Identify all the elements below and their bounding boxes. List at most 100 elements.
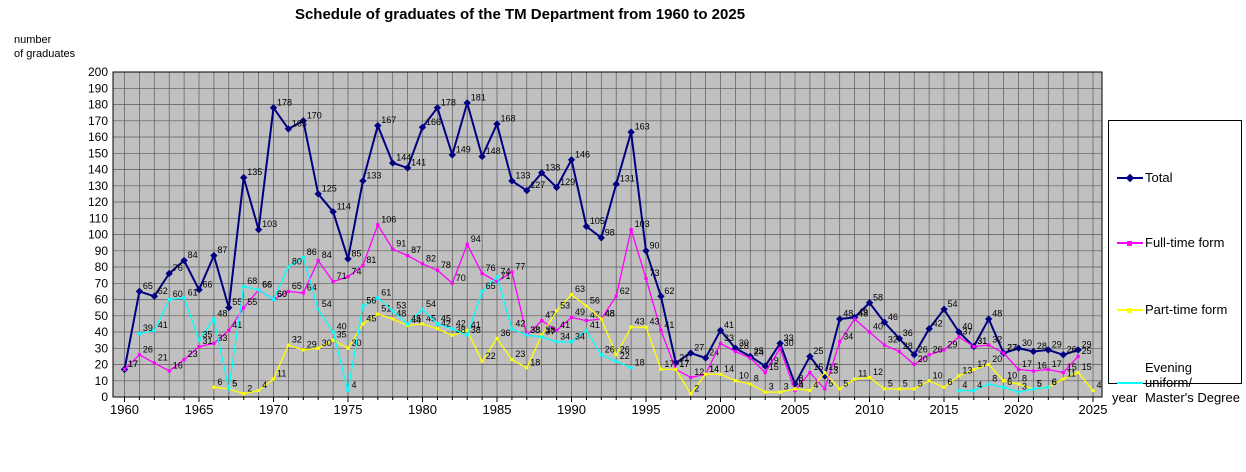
svg-text:181: 181 [471, 92, 486, 102]
svg-text:48: 48 [605, 309, 615, 319]
svg-text:5: 5 [918, 378, 923, 388]
svg-text:33: 33 [784, 333, 794, 343]
svg-text:76: 76 [486, 263, 496, 273]
svg-text:14: 14 [709, 364, 719, 374]
svg-text:20: 20 [992, 354, 1002, 364]
svg-text:29: 29 [948, 339, 958, 349]
svg-text:27: 27 [1007, 343, 1017, 353]
svg-text:62: 62 [620, 286, 630, 296]
svg-text:73: 73 [650, 268, 660, 278]
svg-text:45: 45 [366, 313, 376, 323]
svg-text:48: 48 [992, 309, 1002, 319]
svg-text:131: 131 [620, 174, 635, 184]
x-axis-title: year [1112, 390, 1138, 405]
svg-text:78: 78 [441, 260, 451, 270]
svg-text:1980: 1980 [408, 402, 437, 417]
svg-text:80: 80 [95, 260, 109, 274]
svg-text:200: 200 [88, 65, 108, 79]
svg-text:2020: 2020 [1004, 402, 1033, 417]
svg-text:87: 87 [217, 245, 227, 255]
y-axis-title: number of graduates [14, 34, 76, 60]
svg-text:33: 33 [217, 333, 227, 343]
svg-text:28: 28 [739, 341, 749, 351]
svg-text:48: 48 [396, 309, 406, 319]
svg-text:149: 149 [456, 144, 471, 154]
svg-text:1995: 1995 [632, 402, 661, 417]
svg-text:36: 36 [501, 328, 511, 338]
svg-text:133: 133 [515, 170, 530, 180]
svg-text:2000: 2000 [706, 402, 735, 417]
svg-text:41: 41 [590, 320, 600, 330]
svg-text:60: 60 [277, 289, 287, 299]
svg-text:38: 38 [530, 325, 540, 335]
svg-text:55: 55 [232, 297, 242, 307]
svg-text:2010: 2010 [855, 402, 884, 417]
svg-text:94: 94 [471, 234, 481, 244]
svg-text:146: 146 [575, 149, 590, 159]
svg-text:31: 31 [203, 336, 213, 346]
svg-text:70: 70 [456, 273, 466, 283]
svg-text:100: 100 [88, 228, 108, 242]
svg-text:6: 6 [1052, 377, 1057, 387]
svg-text:56: 56 [590, 296, 600, 306]
svg-text:2015: 2015 [930, 402, 959, 417]
svg-text:26: 26 [620, 344, 630, 354]
svg-text:27: 27 [694, 343, 704, 353]
svg-text:12: 12 [873, 367, 883, 377]
svg-text:21: 21 [158, 352, 168, 362]
svg-text:45: 45 [411, 313, 421, 323]
svg-text:21: 21 [679, 352, 689, 362]
svg-text:71: 71 [501, 271, 511, 281]
svg-text:165: 165 [292, 118, 307, 128]
svg-text:19: 19 [769, 356, 779, 366]
legend-item-part-time: Part-time form [1117, 302, 1227, 318]
svg-text:135: 135 [247, 167, 262, 177]
svg-text:5: 5 [843, 378, 848, 388]
legend-label-total: Total [1145, 170, 1173, 185]
svg-text:4: 4 [962, 380, 967, 390]
svg-text:28: 28 [903, 341, 913, 351]
svg-text:48: 48 [843, 309, 853, 319]
svg-text:17: 17 [1052, 359, 1062, 369]
svg-text:1970: 1970 [259, 402, 288, 417]
svg-text:41: 41 [724, 320, 734, 330]
svg-text:5: 5 [799, 378, 804, 388]
svg-text:170: 170 [88, 114, 108, 128]
svg-text:160: 160 [88, 130, 108, 144]
svg-text:26: 26 [143, 344, 153, 354]
svg-text:48: 48 [605, 309, 615, 319]
svg-text:178: 178 [441, 97, 456, 107]
svg-text:29: 29 [1082, 339, 1092, 349]
svg-text:127: 127 [530, 180, 545, 190]
svg-text:65: 65 [486, 281, 496, 291]
svg-text:42: 42 [441, 318, 451, 328]
svg-text:17: 17 [128, 359, 138, 369]
svg-text:1985: 1985 [483, 402, 512, 417]
svg-text:14: 14 [724, 364, 734, 374]
svg-text:10: 10 [739, 370, 749, 380]
svg-text:18: 18 [530, 357, 540, 367]
svg-text:66: 66 [262, 279, 272, 289]
svg-text:38: 38 [456, 325, 466, 335]
svg-text:17: 17 [128, 359, 138, 369]
y-axis-tick-labels: 0 10 20 30 40 50 60 70 80 90 100 110 120 130 140 150 160… [88, 65, 108, 404]
svg-text:23: 23 [188, 349, 198, 359]
svg-text:47: 47 [545, 310, 555, 320]
svg-text:48: 48 [858, 309, 868, 319]
svg-text:0: 0 [101, 390, 108, 404]
svg-text:6: 6 [1007, 377, 1012, 387]
svg-text:2: 2 [694, 383, 699, 393]
svg-text:10: 10 [95, 374, 109, 388]
svg-text:90: 90 [650, 240, 660, 250]
svg-text:30: 30 [739, 338, 749, 348]
svg-text:8: 8 [799, 374, 804, 384]
svg-text:34: 34 [575, 331, 585, 341]
svg-text:80: 80 [292, 257, 302, 267]
svg-text:29: 29 [1052, 339, 1062, 349]
svg-text:46: 46 [888, 312, 898, 322]
svg-text:10: 10 [1007, 370, 1017, 380]
svg-text:120: 120 [88, 195, 108, 209]
